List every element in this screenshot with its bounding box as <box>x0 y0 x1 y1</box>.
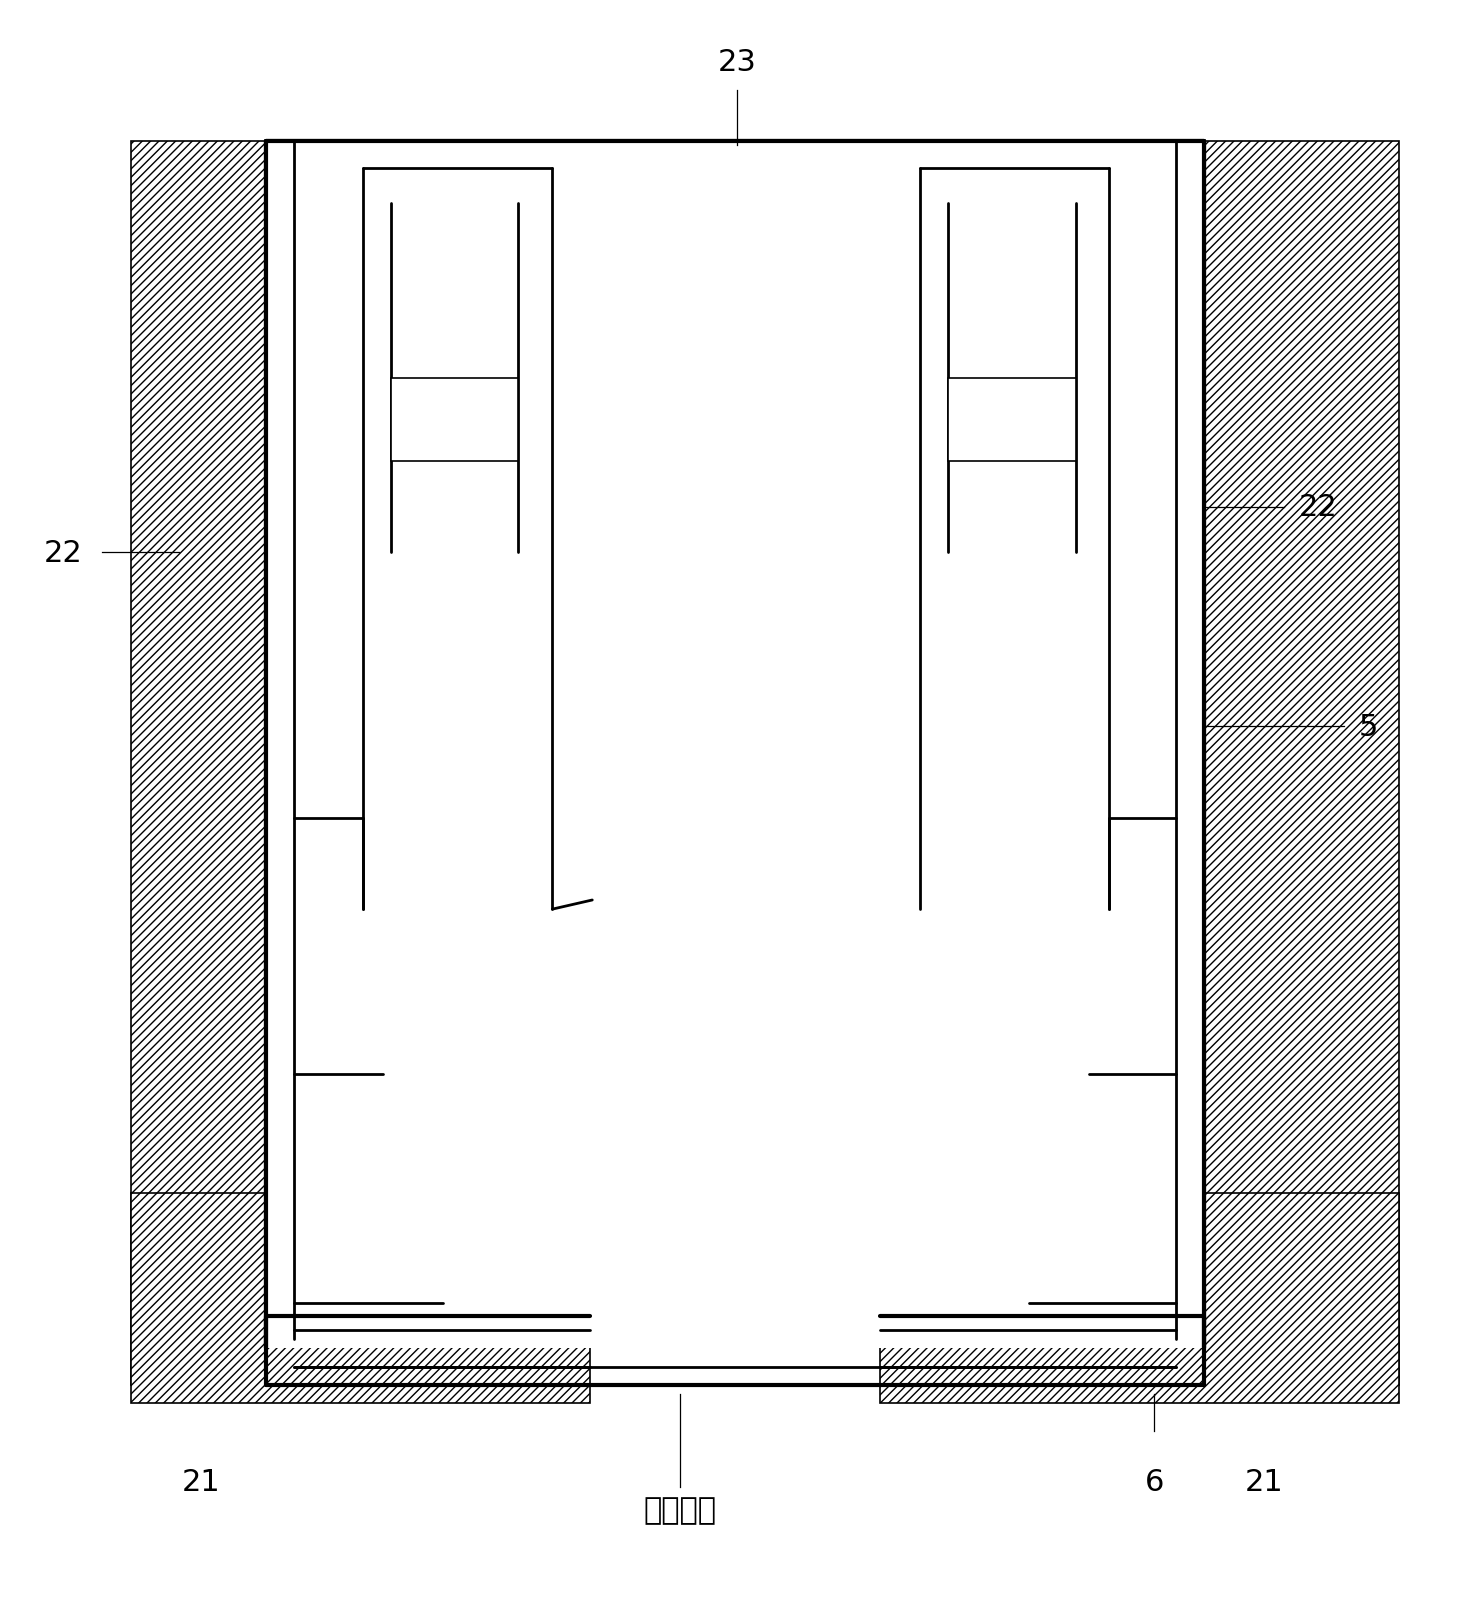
Text: 22: 22 <box>1299 493 1338 522</box>
Text: 21: 21 <box>181 1467 221 1496</box>
Polygon shape <box>392 206 516 525</box>
Polygon shape <box>265 141 1204 1348</box>
Text: 23: 23 <box>718 48 756 77</box>
Polygon shape <box>1029 1073 1176 1303</box>
Text: 压缩空气: 压缩空气 <box>644 1495 716 1523</box>
Polygon shape <box>447 1184 506 1266</box>
Polygon shape <box>909 1181 1154 1241</box>
Polygon shape <box>312 1181 556 1241</box>
Polygon shape <box>364 204 391 599</box>
Polygon shape <box>131 1192 590 1403</box>
Polygon shape <box>880 1192 1399 1403</box>
Polygon shape <box>1076 204 1107 599</box>
Polygon shape <box>1200 141 1399 1385</box>
Polygon shape <box>920 169 1110 204</box>
Polygon shape <box>293 1073 442 1303</box>
Text: 21: 21 <box>1244 1467 1284 1496</box>
Polygon shape <box>131 141 271 1385</box>
Polygon shape <box>312 1131 556 1191</box>
Polygon shape <box>880 818 1176 1056</box>
Polygon shape <box>921 204 948 599</box>
Text: 22: 22 <box>43 538 83 567</box>
Text: 5: 5 <box>1359 712 1378 741</box>
Polygon shape <box>519 204 550 599</box>
Polygon shape <box>948 379 1076 461</box>
Text: 6: 6 <box>1144 1467 1164 1496</box>
Polygon shape <box>363 169 553 204</box>
Polygon shape <box>909 1131 1154 1191</box>
Polygon shape <box>293 818 593 1056</box>
Polygon shape <box>949 206 1075 525</box>
Polygon shape <box>963 1184 1021 1266</box>
Polygon shape <box>678 865 796 1028</box>
Polygon shape <box>391 379 519 461</box>
